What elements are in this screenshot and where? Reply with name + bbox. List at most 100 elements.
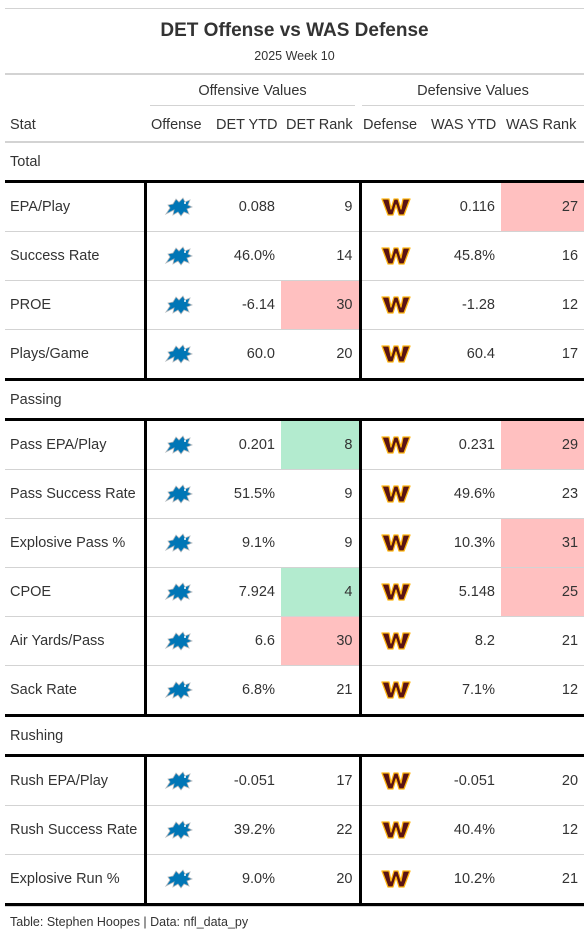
- det-rank-value: 17: [281, 754, 360, 806]
- column-headers: Stat Offense DET YTD DET Rank Defense WA…: [5, 109, 584, 143]
- stat-name: Rush EPA/Play: [5, 754, 145, 806]
- lions-logo-icon: [143, 180, 211, 232]
- lions-logo-icon: [143, 854, 211, 906]
- was-ytd-value: 40.4%: [430, 805, 501, 855]
- table-row: Air Yards/Pass 6.6 30 8.2 21: [5, 616, 585, 666]
- stat-name: Pass EPA/Play: [5, 418, 145, 470]
- offense-spanner: Offensive Values: [150, 83, 355, 106]
- commanders-logo-icon: [358, 329, 430, 381]
- commanders-logo-icon: [358, 231, 430, 281]
- stats-table: Total EPA/Play 0.088 9 0.116 27 Success Rate 46…: [5, 143, 585, 906]
- group-row: Total: [5, 143, 585, 182]
- det-rank-value: 22: [281, 805, 360, 855]
- lions-logo-icon: [143, 567, 211, 617]
- det-rank-value: 8: [281, 418, 360, 470]
- was-rank-value: 20: [501, 754, 585, 806]
- was-ytd-value: 8.2: [430, 616, 501, 666]
- table-row: CPOE 7.924 4 5.148 25: [5, 567, 585, 617]
- col-header-det-rank: DET Rank: [286, 117, 353, 133]
- was-ytd-value: 45.8%: [430, 231, 501, 281]
- commanders-logo-icon: [358, 180, 430, 232]
- col-header-was-ytd: WAS YTD: [431, 117, 497, 133]
- offense-spanner-label: Offensive Values: [198, 83, 307, 99]
- table-row: Plays/Game 60.0 20 60.4 17: [5, 329, 585, 381]
- stat-name: Air Yards/Pass: [5, 616, 145, 666]
- stat-name: Success Rate: [5, 231, 145, 281]
- det-rank-value: 9: [281, 518, 360, 568]
- table-footer: Table: Stephen Hoopes | Data: nfl_data_p…: [5, 906, 584, 937]
- stats-table-container: DET Offense vs WAS Defense 2025 Week 10 …: [5, 8, 585, 937]
- commanders-logo-icon: [358, 280, 430, 330]
- group-row: Rushing: [5, 715, 585, 756]
- defense-spanner: Defensive Values: [362, 83, 584, 106]
- table-row: Explosive Run % 9.0% 20 10.2% 21: [5, 854, 585, 906]
- lions-logo-icon: [143, 616, 211, 666]
- stat-name: Pass Success Rate: [5, 469, 145, 519]
- det-ytd-value: 7.924: [211, 567, 281, 617]
- table-row: Rush EPA/Play -0.051 17 -0.051 20: [5, 754, 585, 806]
- det-rank-value: 20: [281, 329, 360, 381]
- det-rank-value: 21: [281, 665, 360, 717]
- stat-name: PROE: [5, 280, 145, 330]
- was-ytd-value: 5.148: [430, 567, 501, 617]
- det-ytd-value: -0.051: [211, 754, 281, 806]
- commanders-logo-icon: [358, 616, 430, 666]
- col-header-det-ytd: DET YTD: [216, 117, 278, 133]
- top-rule: [5, 8, 584, 9]
- commanders-logo-icon: [358, 754, 430, 806]
- lions-logo-icon: [143, 754, 211, 806]
- was-rank-value: 17: [501, 329, 585, 381]
- lions-logo-icon: [143, 469, 211, 519]
- was-rank-value: 12: [501, 280, 585, 330]
- det-ytd-value: 6.6: [211, 616, 281, 666]
- table-row: Rush Success Rate 39.2% 22 40.4% 12: [5, 805, 585, 855]
- stats-table-body: Total EPA/Play 0.088 9 0.116 27 Success Rate 46…: [5, 143, 585, 906]
- table-row: EPA/Play 0.088 9 0.116 27: [5, 180, 585, 232]
- defense-spanner-label: Defensive Values: [417, 83, 529, 99]
- det-rank-value: 14: [281, 231, 360, 281]
- was-rank-value: 23: [501, 469, 585, 519]
- was-ytd-value: 0.231: [430, 418, 501, 470]
- det-rank-value: 9: [281, 469, 360, 519]
- col-header-was-rank: WAS Rank: [506, 117, 577, 133]
- group-label: Total: [5, 143, 585, 182]
- stat-name: Plays/Game: [5, 329, 145, 381]
- col-header-stat: Stat: [10, 117, 36, 133]
- commanders-logo-icon: [358, 418, 430, 470]
- det-ytd-value: 6.8%: [211, 665, 281, 717]
- group-row: Passing: [5, 379, 585, 420]
- col-header-offense: Offense: [151, 117, 202, 133]
- det-rank-value: 20: [281, 854, 360, 906]
- det-ytd-value: 51.5%: [211, 469, 281, 519]
- group-label: Rushing: [5, 715, 585, 756]
- was-rank-value: 21: [501, 616, 585, 666]
- was-rank-value: 27: [501, 180, 585, 232]
- det-ytd-value: 0.201: [211, 418, 281, 470]
- det-ytd-value: 0.088: [211, 180, 281, 232]
- was-rank-value: 16: [501, 231, 585, 281]
- stat-name: Rush Success Rate: [5, 805, 145, 855]
- stat-name: Explosive Run %: [5, 854, 145, 906]
- lions-logo-icon: [143, 418, 211, 470]
- table-subtitle: 2025 Week 10: [254, 49, 335, 63]
- commanders-logo-icon: [358, 805, 430, 855]
- commanders-logo-icon: [358, 518, 430, 568]
- commanders-logo-icon: [358, 567, 430, 617]
- table-row: PROE -6.14 30 -1.28 12: [5, 280, 585, 330]
- stat-name: Explosive Pass %: [5, 518, 145, 568]
- table-row: Pass EPA/Play 0.201 8 0.231 29: [5, 418, 585, 470]
- lions-logo-icon: [143, 518, 211, 568]
- was-ytd-value: 10.3%: [430, 518, 501, 568]
- was-ytd-value: -1.28: [430, 280, 501, 330]
- column-spanners: Offensive Values Defensive Values: [5, 75, 584, 109]
- det-rank-value: 30: [281, 616, 360, 666]
- det-ytd-value: 60.0: [211, 329, 281, 381]
- lions-logo-icon: [143, 805, 211, 855]
- was-ytd-value: -0.051: [430, 754, 501, 806]
- was-ytd-value: 0.116: [430, 180, 501, 232]
- was-ytd-value: 60.4: [430, 329, 501, 381]
- stat-name: EPA/Play: [5, 180, 145, 232]
- was-ytd-value: 49.6%: [430, 469, 501, 519]
- det-ytd-value: 46.0%: [211, 231, 281, 281]
- det-rank-value: 4: [281, 567, 360, 617]
